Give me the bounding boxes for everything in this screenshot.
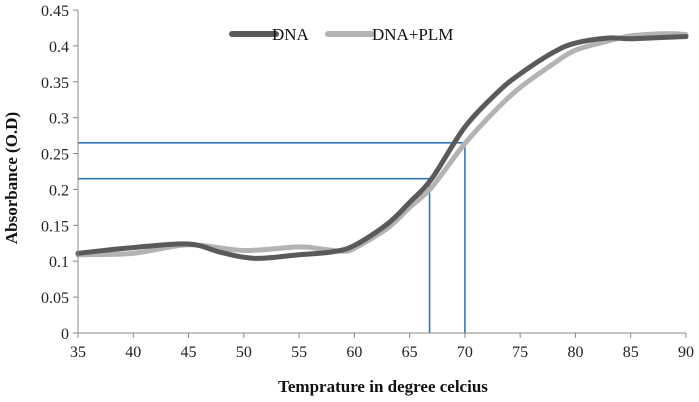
x-tick-label: 40	[125, 344, 141, 361]
axes	[73, 9, 687, 338]
guide-line-2	[78, 141, 466, 333]
y-tick-label: 0.35	[41, 75, 69, 92]
x-tick-label: 35	[70, 344, 86, 361]
series-lines	[75, 31, 689, 261]
y-tick-label: 0.25	[41, 147, 69, 164]
y-tick-label: 0.2	[49, 182, 69, 199]
x-tick-label: 65	[402, 344, 418, 361]
x-tick-label: 50	[236, 344, 252, 361]
y-tick-label: 0.1	[49, 254, 69, 271]
legend: DNA DNA+PLM	[229, 25, 453, 44]
x-tick-label: 90	[678, 344, 694, 361]
y-axis-title: Absorbance (O.D)	[2, 112, 21, 244]
y-tick-labels: 0 0.05 0.1 0.15 0.2 0.25 0.3 0.35 0.4 0.45	[41, 3, 69, 343]
x-tick-labels: 35 40 45 50 55 60 65 70 75 80 85 90	[70, 344, 694, 361]
series-line-dna	[75, 34, 689, 261]
series-line-dna-plm	[75, 31, 689, 258]
x-tick-label: 45	[181, 344, 197, 361]
x-tick-label: 60	[346, 344, 362, 361]
y-tick-label: 0	[61, 326, 69, 343]
y-tick-label: 0.15	[41, 218, 69, 235]
y-tick-label: 0.4	[49, 39, 69, 56]
y-tick-label: 0.3	[49, 111, 69, 128]
x-tick-label: 80	[567, 344, 583, 361]
guide-lines	[78, 141, 466, 333]
x-axis-title: Temprature in degree celcius	[278, 377, 488, 396]
x-tick-label: 85	[623, 344, 639, 361]
y-tick-label: 0.45	[41, 3, 69, 20]
x-tick-label: 55	[291, 344, 307, 361]
x-tick-label: 75	[512, 344, 528, 361]
y-tick-label: 0.05	[41, 290, 69, 307]
legend-label-dna-plm: DNA+PLM	[372, 25, 453, 44]
legend-label-dna: DNA	[272, 25, 310, 44]
x-tick-label: 70	[457, 344, 473, 361]
